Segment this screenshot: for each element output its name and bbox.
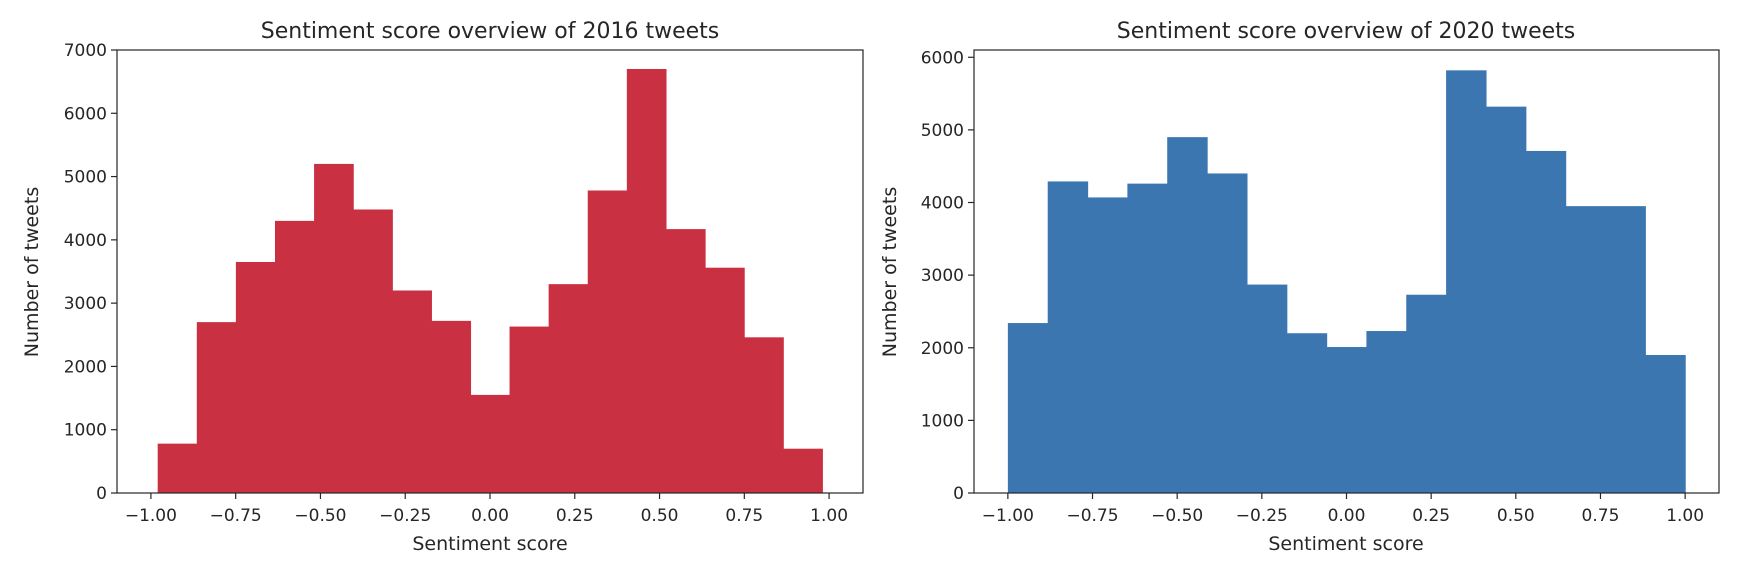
histogram-bar (392, 290, 432, 493)
y-axis-label: Number of tweets (879, 187, 901, 357)
x-tick-label: −0.50 (294, 506, 346, 526)
histogram-bar (1645, 355, 1686, 493)
histogram-bar (274, 220, 315, 493)
plot-frame (116, 49, 864, 494)
y-tick-label: 2000 (64, 357, 107, 377)
y-tick-label: 4000 (64, 231, 107, 251)
bar-group (157, 68, 823, 494)
chart-2016: Sentiment score overview of 2016 tweets … (21, 19, 864, 555)
histogram-bar (1127, 183, 1168, 494)
x-axis-ticks: −1.00 −0.75 −0.50 −0.25 0.00 0.25 0.50 0.75 1.00 (125, 493, 848, 526)
x-tick-label: −1.00 (125, 506, 177, 526)
y-tick-label: 4000 (921, 194, 964, 214)
y-tick-label: 0 (96, 484, 107, 504)
histogram-bar (705, 267, 745, 493)
x-tick-label: 0.25 (1412, 506, 1450, 526)
histogram-bar (1525, 150, 1567, 493)
y-axis-ticks: 0 1000 2000 3000 4000 5000 6000 7000 (64, 41, 117, 504)
x-tick-label: 0.75 (1582, 506, 1620, 526)
histogram-bar (1605, 206, 1646, 493)
x-axis-ticks: −1.00 −0.75 −0.50 −0.25 0.00 0.25 0.50 0.75 1.00 (982, 493, 1704, 526)
x-tick-label: −0.50 (1151, 506, 1203, 526)
y-axis-ticks: 0 1000 2000 3000 4000 5000 6000 (921, 48, 974, 504)
x-tick-label: −1.00 (982, 506, 1034, 526)
histogram-bar (235, 262, 276, 493)
histogram-bar (665, 229, 706, 493)
chart-title: Sentiment score overview of 2020 tweets (1117, 19, 1576, 44)
histogram-bar (470, 394, 511, 493)
chart-title: Sentiment score overview of 2016 tweets (261, 19, 720, 44)
histogram-bar (1246, 284, 1288, 493)
y-axis-label: Number of tweets (21, 187, 43, 357)
x-tick-label: −0.75 (210, 506, 262, 526)
y-tick-label: 6000 (921, 48, 964, 68)
histogram-bar (783, 448, 823, 493)
histogram-bar (314, 163, 354, 493)
histogram-bar (353, 209, 393, 494)
histogram-bar (1565, 206, 1607, 493)
x-tick-label: −0.25 (379, 506, 431, 526)
chart-2020: Sentiment score overview of 2020 tweets … (879, 19, 1720, 555)
histogram-bar (1047, 181, 1089, 493)
x-tick-label: 0.50 (641, 506, 679, 526)
y-tick-label: 1000 (64, 421, 107, 441)
x-tick-label: 0.25 (556, 506, 594, 526)
y-tick-label: 5000 (64, 168, 107, 188)
histogram-bar (431, 320, 472, 493)
x-tick-label: 0.50 (1497, 506, 1535, 526)
histogram-bar (626, 68, 667, 493)
histogram-bar (548, 284, 589, 493)
histogram-bar (1007, 323, 1049, 493)
histogram-bar (1167, 137, 1208, 494)
x-tick-label: 1.00 (810, 506, 848, 526)
x-tick-label: 0.75 (725, 506, 763, 526)
histogram-bar (1207, 173, 1248, 493)
histogram-bar (1286, 333, 1328, 493)
y-tick-label: 1000 (921, 411, 964, 431)
bar-group (1007, 70, 1686, 494)
histogram-bar (1446, 70, 1487, 494)
y-tick-label: 3000 (64, 294, 107, 314)
y-tick-label: 3000 (921, 266, 964, 286)
x-axis-label: Sentiment score (1268, 533, 1423, 555)
x-tick-label: −0.25 (1236, 506, 1288, 526)
histogram-bar (157, 443, 198, 493)
histogram-bar (1485, 106, 1527, 493)
plot-frame (973, 49, 1720, 494)
histogram-bar (1326, 347, 1368, 493)
x-tick-label: 0.00 (1328, 506, 1366, 526)
y-tick-label: 2000 (921, 339, 964, 359)
histogram-bar (587, 190, 628, 493)
x-tick-label: −0.75 (1066, 506, 1118, 526)
y-tick-label: 6000 (64, 104, 107, 124)
x-tick-label: 1.00 (1666, 506, 1704, 526)
y-tick-label: 0 (953, 484, 964, 504)
x-tick-label: 0.00 (471, 506, 509, 526)
y-tick-label: 5000 (921, 121, 964, 141)
histogram-bar (1406, 294, 1447, 493)
y-tick-label: 7000 (64, 41, 107, 61)
histogram-bar (1087, 197, 1128, 493)
x-axis-label: Sentiment score (412, 533, 567, 555)
histogram-bar (196, 322, 237, 493)
histogram-bar (1366, 331, 1407, 493)
histogram-bar (744, 337, 784, 493)
histogram-bar (509, 326, 550, 493)
